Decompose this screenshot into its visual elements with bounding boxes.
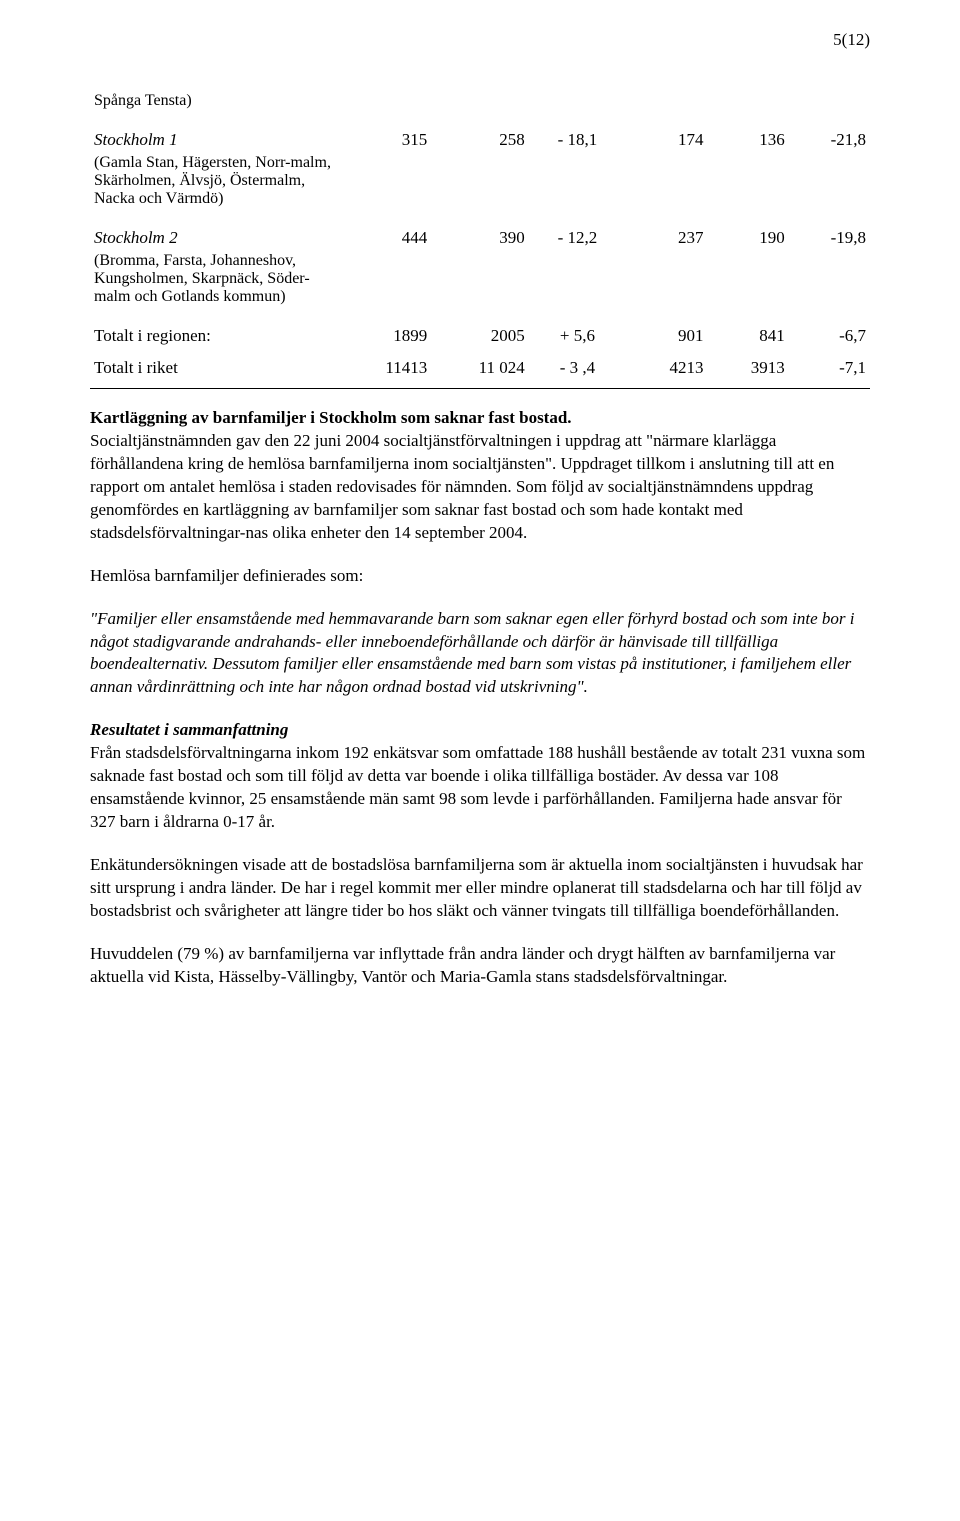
cell-label: Stockholm 2 [90,218,350,250]
cell-value: 444 [350,218,431,250]
table-row: Totalt i regionen: 1899 2005 + 5,6 901 8… [90,316,870,348]
cell-value: -21,8 [789,120,870,152]
cell-label: Stockholm 1 [90,120,350,152]
table-row: (Bromma, Farsta, Johanneshov, Kungsholme… [90,250,870,316]
quoted-definition: "Familjer eller ensamstående med hemmava… [90,608,870,700]
page: 5(12) Spånga Tensta) Stockholm 1 315 258… [0,0,960,1069]
cell-value: 258 [431,120,528,152]
data-table: Spånga Tensta) Stockholm 1 315 258 - 18,… [90,90,870,380]
page-number: 5(12) [833,30,870,50]
cell-value: 4213 [626,348,707,380]
cell-value: -6,7 [789,316,870,348]
section-heading: Resultatet i sammanfattning [90,720,288,739]
cell-value: - 18,1 [529,120,626,152]
cell-label: Totalt i regionen: [90,316,350,348]
cell-value: 390 [431,218,528,250]
cell-sublabel: Spånga Tensta) [90,90,350,120]
table-row: Stockholm 2 444 390 - 12,2 237 190 -19,8 [90,218,870,250]
divider [90,388,870,389]
body-text: Från stadsdelsförvaltningarna inkom 192 … [90,743,865,831]
cell-value: 1899 [350,316,431,348]
paragraph: Hemlösa barnfamiljer definierades som: [90,565,870,588]
cell-value: - 12,2 [529,218,626,250]
cell-value: -7,1 [789,348,870,380]
cell-value: 11413 [350,348,431,380]
cell-value: 901 [626,316,707,348]
cell-value: + 5,6 [529,316,626,348]
cell-value: 3913 [707,348,788,380]
paragraph: Resultatet i sammanfattning Från stadsde… [90,719,870,834]
cell-value: 2005 [431,316,528,348]
body-text: Socialtjänstnämnden gav den 22 juni 2004… [90,431,834,542]
cell-sublabel: (Gamla Stan, Hägersten, Norr-malm, Skärh… [90,152,350,218]
table-row: (Gamla Stan, Hägersten, Norr-malm, Skärh… [90,152,870,218]
cell-value: 190 [707,218,788,250]
paragraph: Enkätundersökningen visade att de bostad… [90,854,870,923]
cell-value: 315 [350,120,431,152]
cell-value: 841 [707,316,788,348]
cell-value: 237 [626,218,707,250]
cell-sublabel: (Bromma, Farsta, Johanneshov, Kungsholme… [90,250,350,316]
cell-label: Totalt i riket [90,348,350,380]
cell-value: 136 [707,120,788,152]
paragraph: Huvuddelen (79 %) av barnfamiljerna var … [90,943,870,989]
cell-value: - 3 ,4 [529,348,626,380]
cell-value: -19,8 [789,218,870,250]
section-heading: Kartläggning av barnfamiljer i Stockholm… [90,408,572,427]
paragraph: Kartläggning av barnfamiljer i Stockholm… [90,407,870,545]
table-row: Totalt i riket 11413 11 024 - 3 ,4 4213 … [90,348,870,380]
table-row: Stockholm 1 315 258 - 18,1 174 136 -21,8 [90,120,870,152]
cell-value: 11 024 [431,348,528,380]
cell-value: 174 [626,120,707,152]
table-row: Spånga Tensta) [90,90,870,120]
